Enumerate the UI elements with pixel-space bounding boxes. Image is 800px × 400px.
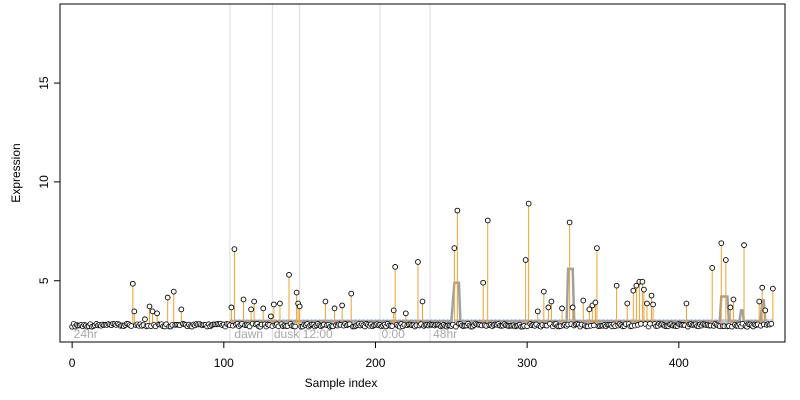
peak-point: [566, 219, 573, 226]
peak-point: [650, 301, 656, 308]
x-tick-label: 300: [517, 356, 537, 370]
peak-point: [540, 288, 547, 295]
peak-point: [759, 284, 766, 291]
data-points: [69, 200, 776, 330]
peak-point: [392, 264, 399, 270]
peak-point: [770, 285, 776, 292]
data-point: [292, 323, 298, 330]
peak-point: [286, 271, 292, 278]
region-labels: 24hr dawn dusk 12:00 0:00 48hr: [74, 327, 457, 341]
data-point: [128, 323, 135, 329]
peak-point: [641, 286, 647, 293]
peak-point: [170, 288, 177, 295]
x-tick-label: 200: [365, 356, 385, 370]
y-tick-label: 10: [37, 175, 51, 189]
plot-frame: [59, 3, 786, 343]
peak-point: [630, 287, 637, 294]
region-label: 0:00: [382, 327, 406, 341]
peak-point: [569, 304, 576, 311]
peak-point: [648, 292, 655, 299]
peak-point: [480, 279, 487, 286]
peak-point: [142, 316, 148, 323]
fit-step-line: [229, 267, 767, 323]
peak-point: [644, 300, 650, 307]
peak-point: [146, 303, 153, 310]
peak-point: [522, 257, 529, 263]
peak-point: [154, 310, 160, 317]
y-tick-label: 5: [37, 277, 51, 284]
data-point: [647, 320, 653, 327]
model-fit: [229, 267, 773, 324]
peak-point: [277, 300, 283, 307]
peak-point: [613, 282, 620, 289]
peak-point: [633, 282, 640, 289]
peak-point: [178, 306, 185, 313]
peak-point: [296, 303, 303, 310]
peak-point: [484, 217, 491, 224]
peak-point: [271, 301, 277, 308]
peak-point: [402, 310, 409, 317]
peak-point: [559, 305, 565, 312]
peak-point: [149, 308, 156, 315]
peak-point: [594, 245, 600, 251]
peak-point: [129, 280, 136, 287]
peak-point: [419, 298, 426, 305]
peak-point: [718, 240, 725, 247]
peak-point: [322, 298, 329, 305]
peak-point: [248, 306, 254, 313]
peak-point: [240, 296, 247, 303]
peak-point: [525, 200, 532, 207]
region-label: dawn: [234, 327, 263, 341]
y-axis: 5 10 15: [37, 76, 60, 284]
region-label: dusk: [274, 327, 300, 341]
peak-point: [231, 246, 238, 252]
peak-point: [260, 305, 267, 312]
peak-point: [548, 298, 555, 305]
peak-point: [741, 242, 747, 248]
x-tick-label: 100: [214, 356, 234, 370]
peak-point: [164, 294, 171, 301]
x-axis: 0 100 200 300 400: [69, 342, 689, 370]
peak-point: [348, 290, 355, 297]
region-label: 24hr: [74, 327, 98, 341]
peak-point: [545, 304, 552, 311]
peak-point: [454, 207, 461, 214]
peak-point: [709, 265, 716, 271]
peak-point: [722, 257, 729, 263]
peak-point: [415, 259, 421, 265]
peak-point: [131, 308, 138, 315]
peak-point: [267, 313, 274, 320]
y-axis-title: Expression: [9, 143, 23, 202]
x-tick-label: 0: [69, 356, 76, 370]
peak-point: [331, 305, 338, 312]
peak-point: [390, 307, 397, 314]
peak-point: [727, 304, 734, 311]
peak-point: [339, 302, 345, 309]
region-separators: [229, 4, 431, 342]
peak-point: [293, 289, 300, 296]
peak-point: [586, 306, 593, 313]
x-axis-title: Sample index: [305, 376, 378, 390]
region-label: 12:00: [303, 327, 333, 341]
peak-point: [756, 298, 763, 305]
peak-point: [592, 299, 599, 306]
peak-point: [451, 245, 458, 251]
peak-point: [251, 298, 257, 305]
region-label: 48hr: [433, 327, 457, 341]
x-tick-label: 400: [669, 356, 689, 370]
peak-point: [683, 300, 690, 307]
data-point: [768, 320, 775, 327]
peak-point: [730, 296, 737, 303]
peak-point: [624, 300, 631, 307]
peak-point: [534, 308, 541, 315]
data-point: [638, 321, 644, 327]
peak-point: [228, 304, 235, 311]
y-tick-label: 15: [37, 76, 51, 90]
peak-point: [580, 297, 587, 304]
data-point: [591, 322, 597, 329]
peak-point: [639, 278, 646, 285]
peak-point: [762, 307, 769, 314]
